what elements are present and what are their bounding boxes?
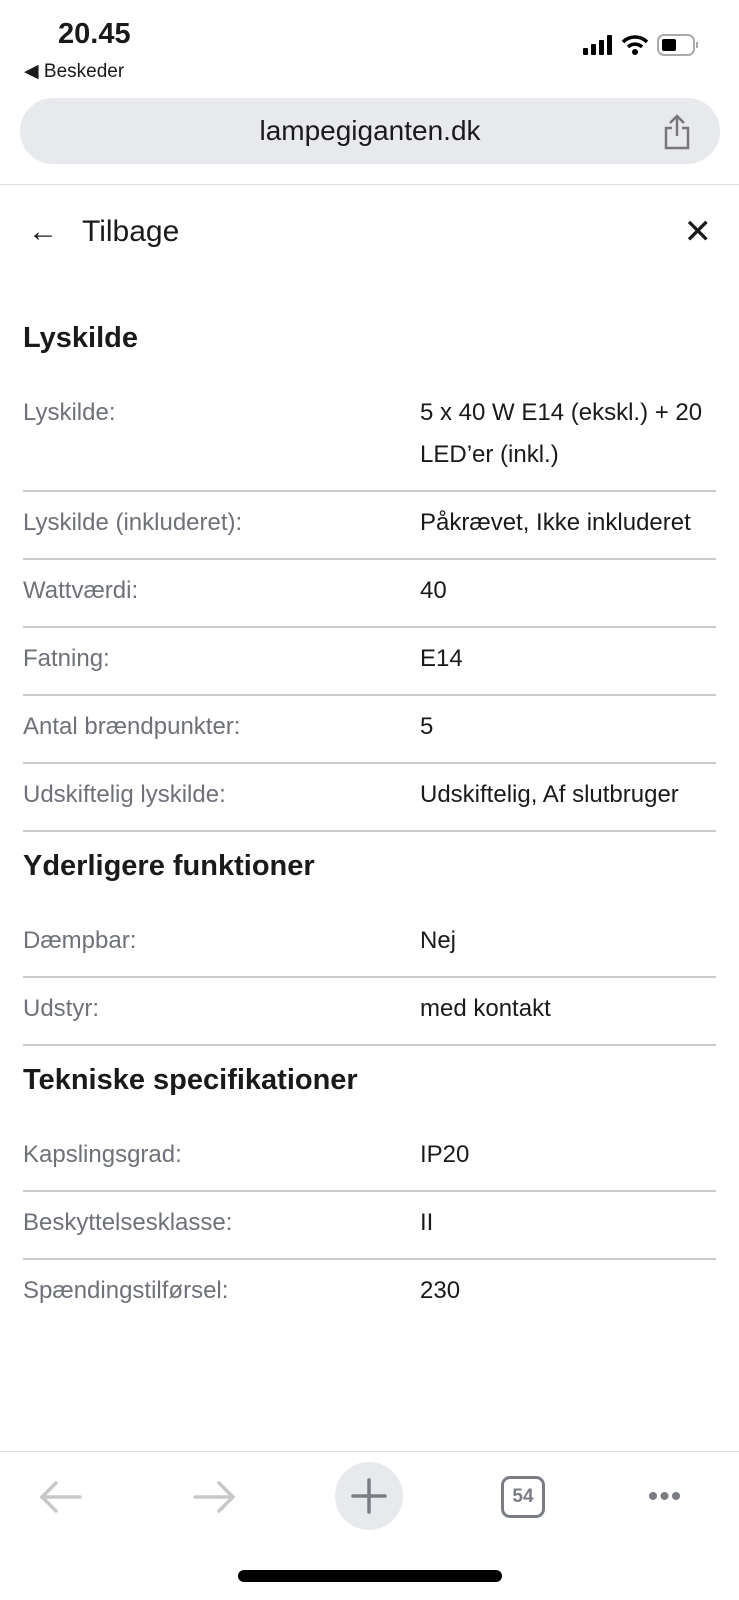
toolbar-divider bbox=[0, 1451, 739, 1452]
spec-row: Beskyttelsesklasse: II bbox=[23, 1192, 716, 1260]
spec-row: Lyskilde (inkluderet): Påkrævet, Ikke ink… bbox=[23, 492, 716, 560]
spec-row: Kapslingsgrad: IP20 bbox=[23, 1124, 716, 1192]
wifi-icon bbox=[621, 35, 649, 55]
address-bar[interactable]: lampegiganten.dk bbox=[20, 98, 720, 164]
nav-row: ← Tilbage ✕ bbox=[28, 212, 712, 252]
spec-list: Lyskilde Lyskilde: 5 x 40 W E14 (ekskl.) +… bbox=[23, 318, 716, 1326]
forward-nav-arrow-icon[interactable] bbox=[190, 1462, 240, 1532]
spec-value: II bbox=[420, 1209, 434, 1236]
spec-value: 5 bbox=[420, 713, 434, 740]
signal-icon bbox=[583, 35, 612, 55]
spec-label: Fatning: bbox=[23, 645, 110, 672]
spec-row: Lyskilde: 5 x 40 W E14 (ekskl.) + 20 LED’… bbox=[23, 382, 716, 492]
spec-label: Kapslingsgrad: bbox=[23, 1141, 182, 1168]
divider bbox=[0, 184, 739, 185]
plus-icon bbox=[351, 1478, 387, 1514]
back-arrow-icon[interactable]: ← bbox=[28, 215, 58, 248]
tabs-count: 54 bbox=[501, 1476, 545, 1518]
spec-row: Wattværdi: 40 bbox=[23, 560, 716, 628]
status-icons bbox=[583, 34, 699, 56]
back-button[interactable]: Tilbage bbox=[82, 215, 180, 248]
spec-row: Antal brændpunkter: 5 bbox=[23, 696, 716, 764]
more-icon[interactable]: ••• bbox=[647, 1480, 683, 1513]
spec-row: Spændingstilførsel: 230 bbox=[23, 1260, 716, 1326]
section-title: Lyskilde bbox=[23, 322, 138, 354]
back-to-app-link[interactable]: ◀ Beskeder bbox=[24, 61, 125, 82]
section-title: Tekniske specifikationer bbox=[23, 1064, 358, 1096]
url-text: lampegiganten.dk bbox=[259, 115, 481, 146]
section-title: Yderligere funktioner bbox=[23, 850, 315, 882]
spec-value: med kontakt bbox=[420, 995, 551, 1022]
spec-label: Udstyr: bbox=[23, 995, 100, 1022]
spec-value: Påkrævet, Ikke inkluderet bbox=[420, 509, 691, 536]
spec-row: Udstyr: med kontakt bbox=[23, 978, 716, 1046]
tabs-button[interactable]: 54 bbox=[500, 1462, 546, 1532]
spec-label: Udskiftelig lyskilde: bbox=[23, 781, 226, 808]
spec-value: 230 bbox=[420, 1277, 461, 1304]
spec-row: Dæmpbar: Nej bbox=[23, 910, 716, 978]
spec-value: IP20 bbox=[420, 1141, 470, 1168]
back-nav-arrow-icon[interactable] bbox=[35, 1462, 85, 1532]
close-icon[interactable]: ✕ bbox=[683, 213, 713, 251]
spec-label: Dæmpbar: bbox=[23, 927, 137, 954]
spec-row: Udskiftelig lyskilde: Udskiftelig, Af slu… bbox=[23, 764, 716, 832]
new-tab-button[interactable] bbox=[335, 1462, 403, 1530]
browser-toolbar: 54 ••• bbox=[0, 1462, 739, 1532]
spec-label: Lyskilde: bbox=[23, 399, 116, 426]
status-time: 20.45 bbox=[58, 18, 131, 50]
share-icon[interactable] bbox=[662, 114, 692, 150]
home-indicator bbox=[238, 1570, 502, 1582]
spec-value: E14 bbox=[420, 645, 463, 672]
spec-label: Wattværdi: bbox=[23, 577, 139, 604]
spec-label: Spændingstilførsel: bbox=[23, 1277, 229, 1304]
spec-value: Nej bbox=[420, 927, 457, 954]
back-app-label: Beskeder bbox=[43, 61, 125, 82]
spec-value: 40 bbox=[420, 577, 447, 604]
spec-label: Beskyttelsesklasse: bbox=[23, 1209, 233, 1236]
spec-row: Fatning: E14 bbox=[23, 628, 716, 696]
spec-label: Antal brændpunkter: bbox=[23, 713, 241, 740]
battery-icon bbox=[657, 34, 698, 56]
spec-value: 5 x 40 W E14 (ekskl.) + 20 LED’er (inkl.… bbox=[420, 399, 703, 468]
spec-value: Udskiftelig, Af slutbruger bbox=[420, 781, 679, 808]
spec-label: Lyskilde (inkluderet): bbox=[23, 509, 243, 536]
